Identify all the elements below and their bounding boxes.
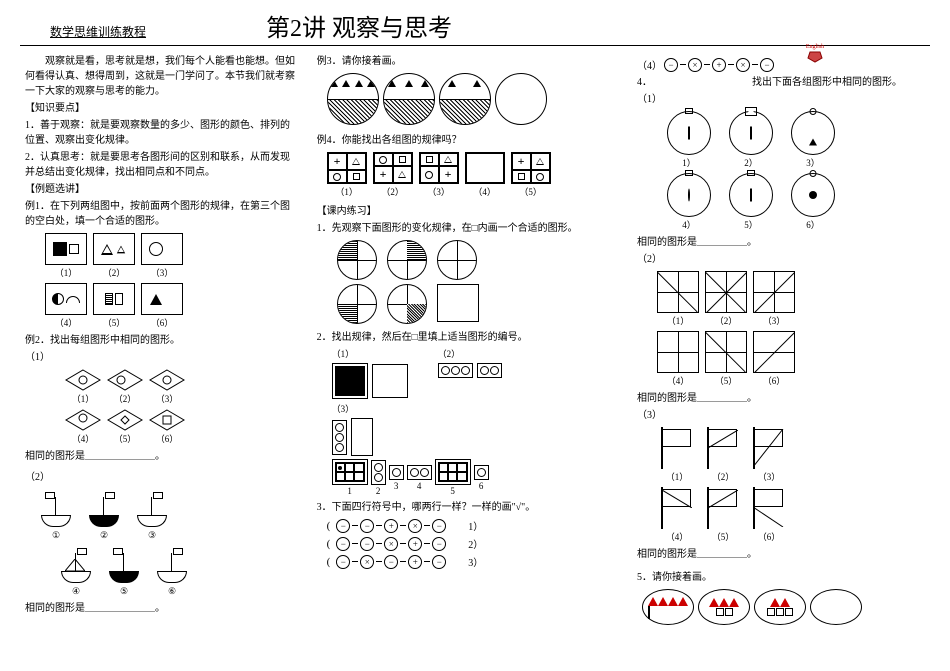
english-badge: English	[800, 40, 830, 65]
sym-row-3: ( −×−+− 3）	[317, 554, 619, 569]
p2-options: 1 2 3 4 5 6	[317, 459, 619, 496]
knowledge-title: 【知识要点】	[25, 101, 299, 116]
sqgrid-row2: （4） （5） （6）	[637, 331, 925, 387]
ex4-grids: +（1） +（2） +（3） （4） +（5）	[317, 152, 619, 198]
knowledge-2: 2．认真思考：就是要思考各图形间的区别和联系，从而发现并总结出变化规律，找出相同…	[25, 150, 299, 180]
header-subtitle: 数学思维训练教程	[50, 23, 146, 40]
same-3: 相同的图形是＿＿＿＿＿。	[637, 235, 925, 250]
practice-3: 3．下面四行符号中，哪两行一样？一样的画"√"。	[317, 500, 619, 515]
oval-row	[637, 589, 925, 625]
pie-row2	[317, 284, 619, 324]
practice-5: 5．请你接着画。	[637, 570, 925, 585]
column-1: 观察就是看，思考就是想，我们每个人能看也能想。但如何看得认真、想得周到，这就是一…	[25, 54, 299, 629]
diamond-row1: （1） （2） （3）	[25, 369, 299, 405]
diamond-row2: （4） （5） （6）	[25, 409, 299, 445]
ring-row2: 4） 5） 6）	[637, 173, 925, 231]
boat-row2: ④ ⑤ ⑥	[25, 545, 299, 597]
same-1: 相同的图形是＿＿＿＿＿＿＿。	[25, 449, 299, 464]
ring-row1: 1） 2） 3）	[637, 111, 925, 169]
flag-row2: （4） （5） （6）	[637, 487, 925, 543]
ex3-circles	[317, 73, 619, 125]
sym-row-1: ( −−+×− 1）	[317, 518, 619, 533]
ex1-row2: （4） （5） （6）	[25, 283, 299, 329]
ex2-sub2: （2）	[25, 470, 299, 485]
ex2-sub1: （1）	[25, 350, 299, 365]
same-4: 相同的图形是＿＿＿＿＿。	[637, 391, 925, 406]
p2-group3: （3）	[317, 402, 619, 456]
boat-row1: ① ② ③	[25, 489, 299, 541]
header-title: 第2讲 观察与思考	[266, 8, 452, 43]
sym-row-2: ( −−×+− 2）	[317, 536, 619, 551]
sqgrid-row1: （1） （2） （3）	[637, 271, 925, 327]
example-3: 例3．请你接着画。	[317, 54, 619, 69]
column-2: 例3．请你接着画。 例4．你能找出各组图的规律吗？ +（1） +（2） +（3）…	[317, 54, 619, 629]
example-1: 例1．在下列两组图中，按前面两个图形的规律，在第三个图的空白处，填一个合适的图形…	[25, 199, 299, 229]
page-header: 数学思维训练教程 第2讲 观察与思考	[20, 0, 930, 46]
practice-1: 1．先观察下面图形的变化规律，在□内画一个合适的图形。	[317, 221, 619, 236]
example-4: 例4．你能找出各组图的规律吗？	[317, 133, 619, 148]
flag-row1: （1） （2） （3）	[637, 427, 925, 483]
example-2: 例2．找出每组图形中相同的图形。	[25, 333, 299, 348]
same-2: 相同的图形是＿＿＿＿＿＿＿。	[25, 601, 299, 616]
practice-title: 【课内练习】	[317, 204, 619, 219]
example-title: 【例题选讲】	[25, 182, 299, 197]
english-text: English	[806, 44, 824, 50]
p4: 4．找出下面各组图形中相同的图形。	[637, 75, 925, 90]
column-3: （4） −×+×− 4．找出下面各组图形中相同的图形。 （1） 1） 2） 3）…	[637, 54, 925, 629]
p2-groups: （1） （2）	[317, 347, 619, 402]
same-5: 相同的图形是＿＿＿＿＿。	[637, 547, 925, 562]
p4-sub1: （1）	[637, 92, 925, 107]
p4-sub2: （2）	[637, 252, 925, 267]
practice-2: 2．找出规律，然后在□里填上适当图形的编号。	[317, 330, 619, 345]
knowledge-1: 1．善于观察：就是要观察数量的多少、图形的颜色、排列的位置、观察出变化规律。	[25, 118, 299, 148]
columns: 观察就是看，思考就是想，我们每个人能看也能想。但如何看得认真、想得周到，这就是一…	[0, 46, 950, 629]
pie-row1	[317, 240, 619, 280]
p4-sub3: （3）	[637, 408, 925, 423]
sym-row-4: （4） −×+×−	[637, 57, 925, 72]
intro-text: 观察就是看，思考就是想，我们每个人能看也能想。但如何看得认真、想得周到，这就是一…	[25, 54, 299, 99]
ex1-row1: （1） （2） （3）	[25, 233, 299, 279]
